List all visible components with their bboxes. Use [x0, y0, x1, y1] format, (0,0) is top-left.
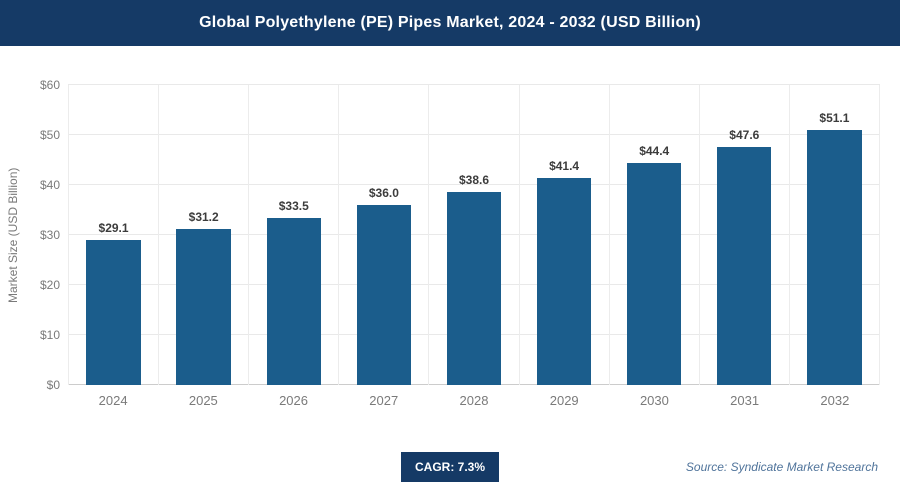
- gridline: [68, 134, 880, 135]
- bar-value-label: $47.6: [729, 128, 760, 142]
- bar: [86, 239, 141, 385]
- y-tick-label: $60: [39, 78, 60, 92]
- bar-value-label: $44.4: [639, 144, 670, 158]
- x-tick-label: 2028: [459, 393, 489, 408]
- y-tick-label: $10: [39, 328, 60, 342]
- bar-value-label: $36.0: [368, 186, 399, 200]
- bar-value-label: $51.1: [819, 110, 850, 125]
- chart-title: Global Polyethylene (PE) Pipes Market, 2…: [199, 14, 701, 31]
- bars-container: $29.1 $31.2 $33.5 $36.0 $38.6 $41.4 $44.4 $47.6…: [68, 85, 880, 385]
- bar-value-label: $31.2: [188, 210, 219, 224]
- bar-column: $47.6: [698, 85, 789, 385]
- x-tick-label: 2031: [730, 393, 760, 408]
- source-text: Source: Syndicate Market Research: [685, 460, 878, 474]
- bar-column: $51.1: [788, 85, 879, 385]
- bar: [807, 129, 862, 385]
- bar-column: $38.6: [428, 85, 518, 385]
- bar: [536, 178, 592, 385]
- x-tick-label: 2029: [549, 393, 579, 408]
- bar-value-label: $29.1: [98, 220, 129, 235]
- bar: [266, 217, 321, 385]
- y-tick-label: $20: [39, 278, 60, 292]
- x-tick-label: 2025: [188, 393, 218, 408]
- bar-value-label: $38.6: [458, 173, 489, 187]
- gridline: [68, 84, 880, 85]
- chart-title-bar: Global Polyethylene (PE) Pipes Market, 2…: [0, 0, 900, 46]
- x-tick-label: 2024: [98, 393, 128, 408]
- y-tick-label: $50: [39, 128, 60, 142]
- y-axis-title: Market Size (USD Billion): [6, 167, 20, 303]
- cagr-badge: CAGR: 7.3%: [400, 452, 500, 482]
- x-tick-label: 2032: [820, 393, 850, 408]
- bar: [627, 163, 682, 385]
- bar-column: $41.4: [518, 85, 609, 385]
- bar: [717, 147, 772, 385]
- gridline: [68, 184, 880, 185]
- bar: [446, 192, 502, 385]
- bar-value-label: $41.4: [549, 159, 580, 173]
- y-tick-label: $30: [39, 228, 60, 242]
- bar-column: $44.4: [608, 85, 699, 385]
- x-tick-label: 2030: [639, 393, 669, 408]
- bar-column: $31.2: [158, 85, 248, 385]
- plot-area: $0 $10 $20 $30 $40 $50 $60 $29.1 $31.2 $33.5 $36.0…: [40, 78, 880, 392]
- bar-value-label: $33.5: [278, 198, 309, 213]
- y-tick-label: $0: [46, 378, 60, 392]
- bar-column: $36.0: [338, 85, 428, 385]
- x-axis-labels: 2024 2025 2026 2027 2028 2029 2030 2031 2032: [68, 393, 880, 408]
- bar-column: $29.1: [68, 85, 158, 385]
- x-tick-label: 2026: [279, 393, 308, 408]
- bar: [356, 205, 412, 385]
- bar: [176, 229, 231, 385]
- x-tick-label: 2027: [369, 393, 399, 408]
- bar-column: $33.5: [248, 85, 338, 385]
- y-tick-label: $40: [39, 178, 60, 192]
